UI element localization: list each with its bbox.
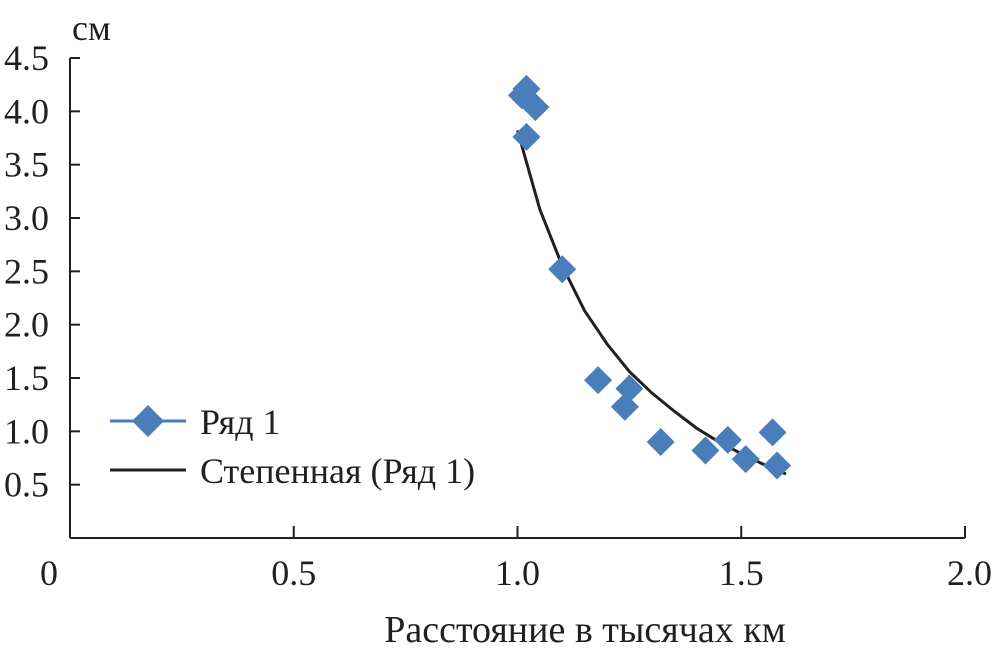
data-point-diamond: [713, 425, 742, 454]
data-point-diamond: [610, 392, 639, 421]
data-point-diamond: [646, 428, 675, 456]
legend: Ряд 1 Степенная (Ряд 1): [110, 402, 475, 491]
y-tick-label: 2.0: [4, 305, 49, 345]
y-axis-unit-label: см: [72, 8, 111, 48]
legend-series-2-label: Степенная (Ряд 1): [200, 451, 475, 491]
y-tick-label: 2.5: [4, 251, 49, 291]
legend-series-1-marker: [132, 405, 164, 437]
data-point-diamond: [521, 93, 550, 122]
y-tick-label: 0.5: [4, 465, 49, 505]
data-point-diamond: [691, 436, 720, 465]
y-tick-label: 3.0: [4, 198, 49, 238]
x-tick-label: 0.5: [271, 553, 316, 593]
x-tick-label: 0: [40, 553, 58, 593]
x-axis-title: Расстояние в тысячах км: [384, 609, 786, 651]
y-tick-label: 4.5: [4, 38, 49, 78]
x-tick-label: 1.0: [495, 553, 540, 593]
y-axis-ticks: 0.5 1.0 1.5 2.0 2.5 3.0 3.5 4.0 4.5: [4, 38, 80, 505]
x-axis-ticks: 0 0.5 1.0 1.5 2.0: [40, 526, 992, 593]
y-tick-label: 3.5: [4, 145, 49, 185]
data-point-diamond: [731, 445, 760, 474]
data-point-diamond: [758, 418, 787, 447]
data-point-diamond: [763, 451, 792, 480]
x-tick-label: 1.5: [719, 553, 764, 593]
x-tick-label: 2.0: [947, 553, 992, 593]
power-trendline: [516, 130, 787, 476]
y-tick-label: 1.0: [4, 411, 49, 451]
data-point-diamond: [584, 366, 613, 395]
data-point-diamond: [512, 122, 541, 151]
data-point-diamond: [548, 255, 577, 284]
data-points: [507, 74, 792, 480]
y-tick-label: 4.0: [4, 91, 49, 131]
legend-series-1-label: Ряд 1: [200, 402, 281, 442]
y-tick-label: 1.5: [4, 358, 49, 398]
